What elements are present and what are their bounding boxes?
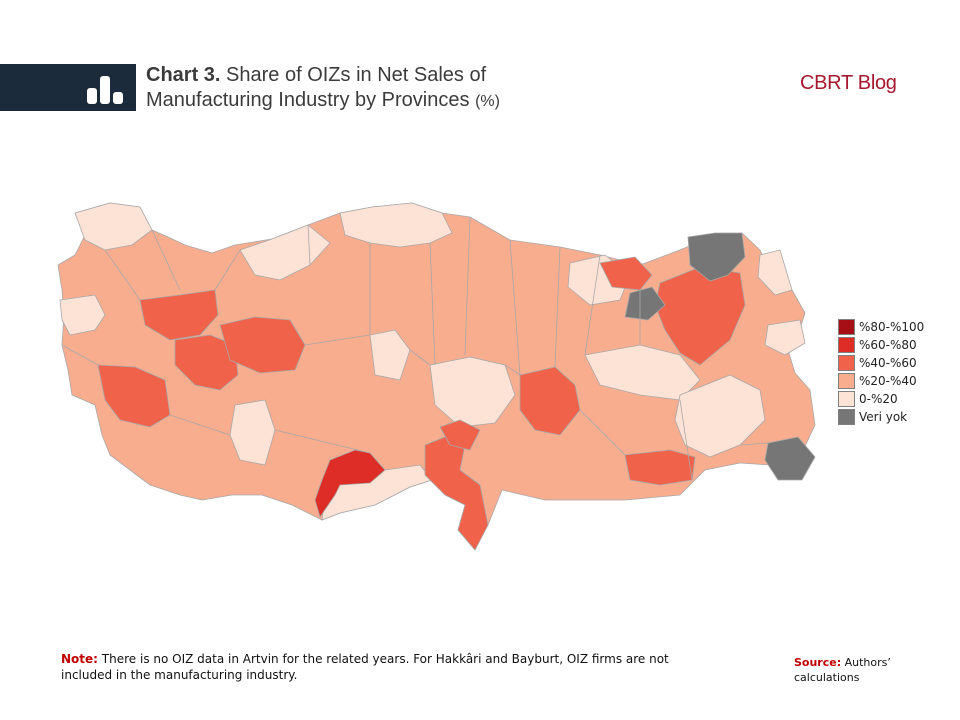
legend-swatch	[838, 373, 855, 389]
province-region	[369, 329, 411, 381]
province-region	[764, 319, 806, 356]
province-region	[624, 449, 696, 486]
legend-item: %20-%40	[838, 372, 924, 390]
note-text: There is no OIZ data in Artvin for the r…	[61, 652, 669, 682]
legend-swatch	[838, 355, 855, 371]
legend-item: %60-%80	[838, 336, 924, 354]
legend-item: %80-%100	[838, 318, 924, 336]
legend-item: 0-%20	[838, 390, 924, 408]
province-region	[519, 366, 581, 436]
legend-label: %20-%40	[859, 374, 917, 388]
chart-title: Chart 3. Share of OIZs in Net Sales of M…	[146, 63, 500, 114]
source-label: Source:	[794, 656, 842, 669]
province-region	[687, 232, 746, 282]
legend-item: %40-%60	[838, 354, 924, 372]
legend-label: Veri yok	[859, 410, 908, 424]
province-region	[439, 419, 481, 451]
province-region	[764, 436, 816, 481]
province-region	[219, 316, 306, 374]
province-border	[61, 216, 769, 481]
legend-label: 0-%20	[859, 392, 898, 406]
title-banner	[0, 64, 136, 111]
province-region	[584, 344, 701, 401]
turkey-province-map	[57, 202, 816, 551]
province-region	[97, 364, 171, 428]
legend-label: %40-%60	[859, 356, 917, 370]
legend-swatch	[838, 409, 855, 425]
province-region	[174, 334, 239, 391]
province-region	[757, 249, 793, 296]
chart-number: Chart 3.	[146, 64, 221, 86]
province-region	[624, 286, 666, 321]
province-region	[429, 356, 516, 428]
province-region	[339, 202, 453, 248]
title-line-2: Manufacturing Industry by Provinces	[146, 89, 470, 111]
legend-item: Veri yok	[838, 408, 924, 426]
province-region	[139, 289, 219, 341]
province-region	[74, 202, 153, 251]
title-unit: (%)	[475, 93, 500, 110]
legend-swatch	[838, 337, 855, 353]
note-label: Note:	[61, 652, 98, 666]
source-note: Source: Authors’ calculations	[794, 655, 914, 685]
bar-chart-icon	[87, 76, 123, 104]
legend-label: %80-%100	[859, 320, 925, 334]
legend-swatch	[838, 391, 855, 407]
province-region	[599, 256, 653, 291]
legend-swatch	[838, 319, 855, 335]
title-line-1: Share of OIZs in Net Sales of	[226, 64, 487, 86]
brand-logo[interactable]: CBRT Blog	[800, 72, 897, 94]
footnote: Note: There is no OIZ data in Artvin for…	[61, 651, 701, 683]
province-region	[59, 294, 106, 336]
legend-label: %60-%80	[859, 338, 917, 352]
map-legend: %80-%100 %60-%80 %40-%60 %20-%40 0-%20 V…	[838, 318, 924, 426]
province-region	[239, 224, 331, 281]
source-text: Authors’ calculations	[794, 656, 891, 684]
